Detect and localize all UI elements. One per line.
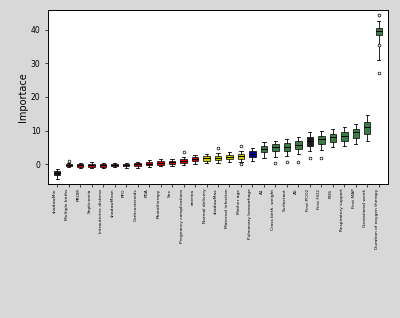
Bar xyxy=(112,163,118,166)
Bar xyxy=(307,137,313,146)
Y-axis label: Importace: Importace xyxy=(18,72,28,122)
Bar xyxy=(158,161,164,165)
Bar xyxy=(134,163,141,166)
Bar xyxy=(88,163,95,167)
Bar xyxy=(318,136,324,144)
Bar xyxy=(295,142,302,149)
Bar xyxy=(238,154,244,159)
Bar xyxy=(249,151,256,157)
Bar xyxy=(353,129,359,138)
Bar xyxy=(330,134,336,142)
Bar xyxy=(284,143,290,151)
Bar xyxy=(169,161,175,164)
Bar xyxy=(215,156,221,160)
Bar xyxy=(146,162,152,165)
Bar xyxy=(226,155,233,159)
Bar xyxy=(123,163,129,166)
Bar xyxy=(192,157,198,161)
Bar xyxy=(77,164,83,167)
Bar xyxy=(54,171,60,175)
Bar xyxy=(364,122,370,134)
Bar xyxy=(341,132,348,141)
Bar xyxy=(100,163,106,167)
Bar xyxy=(272,144,278,151)
Bar xyxy=(376,28,382,35)
Bar xyxy=(261,146,267,153)
Bar xyxy=(66,163,72,166)
Bar xyxy=(180,159,187,163)
Bar xyxy=(203,156,210,161)
